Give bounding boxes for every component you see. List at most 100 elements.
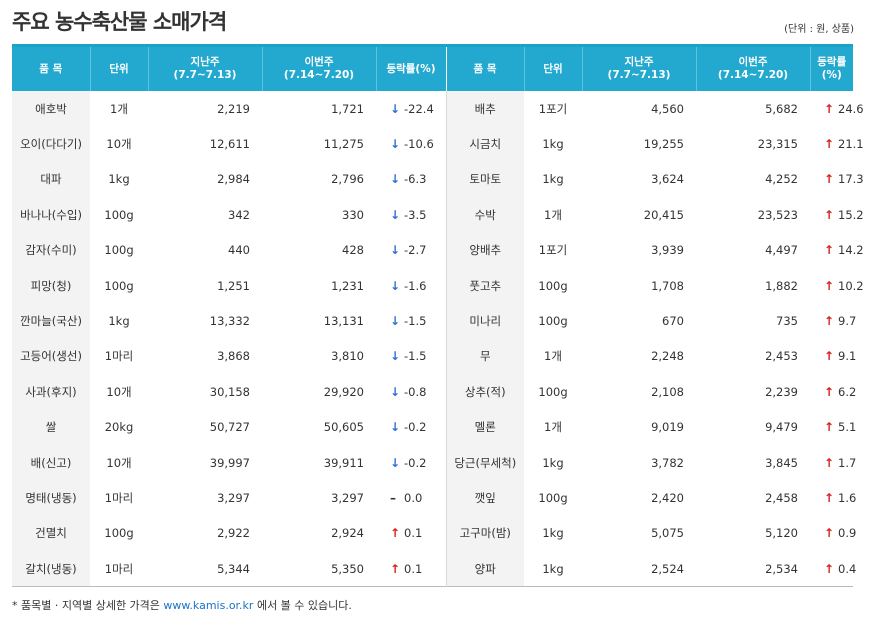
header-last-week: 지난주 (7.7~7.13)	[581, 47, 696, 91]
last-week-price: 3,868	[217, 349, 250, 364]
item-unit: 100g	[104, 526, 134, 541]
change-rate: ↓ -3.5	[376, 197, 446, 232]
change-rate-value: -10.6	[404, 137, 434, 152]
change-rate: ↑ 17.3	[810, 162, 864, 197]
this-week-price: 23,315	[757, 137, 798, 152]
change-rate-value: -6.3	[404, 172, 427, 187]
arrow-up-icon: ↑	[824, 526, 835, 541]
header-last-week: 지난주 (7.7~7.13)	[147, 47, 262, 91]
last-week-price: 2,108	[651, 384, 684, 399]
price-table: 품 목 단위 지난주 (7.7~7.13) 이번주 (7.14~7.20) 등락률(…	[12, 47, 864, 587]
item-name: 건멸치	[12, 515, 90, 552]
item-name: 오이(다다기)	[12, 126, 90, 162]
this-week-price: 5,350	[331, 561, 364, 576]
table-row: 사과(후지) 10개 30,158 29,920 ↓ -0.8 상추(적) 100g 2,108…	[12, 374, 857, 410]
last-week-price: 3,297	[217, 490, 250, 505]
change-rate: ↑ 14.2	[810, 233, 864, 268]
change-rate-value: 0.0	[404, 490, 423, 505]
change-rate: ↑ 5.1	[810, 410, 856, 445]
arrow-down-icon: ↓	[390, 137, 401, 152]
table-row: 고등어(생선) 1마리 3,868 3,810 ↓ -1.5 무 1개 2,248 2,453 ↑ 9…	[12, 338, 856, 375]
last-week-price: 20,415	[643, 207, 684, 222]
arrow-up-icon: ↑	[824, 384, 835, 399]
arrow-up-icon: ↑	[824, 420, 835, 435]
change-rate: ↑ 24.6	[810, 91, 864, 126]
item-name: 사과(후지)	[12, 374, 90, 410]
change-rate-value: 21.1	[838, 137, 864, 152]
arrow-down-icon: ↓	[390, 384, 401, 399]
this-week-price: 3,297	[331, 490, 364, 505]
arrow-down-icon: ↓	[390, 420, 401, 435]
arrow-up-icon: ↑	[824, 207, 835, 222]
header-change: 등락률(%)	[809, 47, 853, 91]
page-title: 주요 농수축산물 소매가격	[12, 10, 227, 34]
last-week-price: 2,984	[217, 172, 250, 187]
last-week-price: 13,332	[209, 314, 250, 329]
arrow-up-icon: ↑	[390, 561, 401, 576]
arrow-up-icon: ↑	[824, 349, 835, 364]
arrow-down-icon: ↓	[390, 101, 401, 116]
change-rate: ↑ 9.7	[810, 303, 856, 338]
arrow-up-icon: ↑	[824, 243, 835, 258]
change-rate: ↓ -1.5	[376, 339, 446, 374]
arrow-up-icon: ↑	[390, 526, 401, 541]
arrow-down-icon: ↓	[390, 455, 401, 470]
this-week-price: 29,920	[323, 384, 364, 399]
change-rate: ↑ 1.7	[810, 445, 857, 480]
header-unit: 단위	[89, 47, 148, 91]
change-rate-value: 1.7	[838, 455, 857, 470]
this-week-price: 1,721	[331, 101, 364, 116]
item-name: 쌀	[12, 409, 90, 445]
item-unit: 1개	[544, 207, 562, 222]
arrow-down-icon: ↓	[390, 349, 401, 364]
item-unit: 1kg	[108, 172, 130, 187]
change-rate: ↓ -2.7	[376, 233, 446, 268]
item-name: 대파	[12, 161, 90, 198]
last-week-price: 19,255	[643, 137, 684, 152]
item-unit: 1마리	[104, 349, 134, 364]
item-name: 양파	[445, 551, 524, 587]
this-week-price: 23,523	[757, 207, 798, 222]
header-change: 등락률(%)	[375, 47, 446, 91]
this-week-price: 2,453	[765, 349, 798, 364]
change-rate: ↓ -0.2	[376, 410, 446, 445]
arrow-up-icon: ↑	[824, 455, 835, 470]
item-unit: 1포기	[538, 243, 568, 258]
last-week-price: 2,922	[217, 526, 250, 541]
item-name: 미나리	[445, 303, 524, 339]
change-rate-value: 6.2	[838, 384, 857, 399]
arrow-up-icon: ↑	[824, 101, 835, 116]
last-week-price: 2,219	[217, 101, 250, 116]
arrow-down-icon: ↓	[390, 207, 401, 222]
change-rate-value: 10.2	[838, 278, 864, 293]
change-rate-value: 0.4	[838, 561, 857, 576]
item-unit: 1kg	[542, 172, 564, 187]
kamis-link[interactable]: www.kamis.or.kr	[163, 599, 254, 612]
change-rate-value: -0.8	[404, 384, 427, 399]
table-row: 피망(청) 100g 1,251 1,231 ↓ -1.6 풋고추 100g 1,708 1,88…	[12, 267, 864, 304]
arrow-down-icon: ↓	[390, 172, 401, 187]
this-week-price: 2,458	[765, 490, 798, 505]
item-unit: 1kg	[542, 455, 564, 470]
change-rate: –0.0	[376, 480, 446, 515]
this-week-price: 9,479	[765, 420, 798, 435]
item-unit: 1kg	[542, 137, 564, 152]
change-rate: ↑ 0.1	[376, 551, 446, 587]
last-week-price: 9,019	[651, 420, 684, 435]
change-rate-value: -22.4	[404, 101, 434, 116]
price-table-wrapper: 품 목 단위 지난주 (7.7~7.13) 이번주 (7.14~7.20) 등락률(…	[12, 44, 864, 587]
arrow-down-icon: ↓	[390, 314, 401, 329]
table-row: 바나나(수입) 100g 342 330 ↓ -3.5 수박 1개 20,415 23,523 ↑ 1…	[12, 197, 864, 233]
arrow-up-icon: ↑	[824, 561, 835, 576]
item-unit: 100g	[104, 207, 134, 222]
this-week-price: 3,810	[331, 349, 364, 364]
change-rate: ↑ 0.9	[810, 516, 857, 551]
change-rate-value: 0.9	[838, 526, 857, 541]
this-week-price: 39,911	[323, 455, 364, 470]
item-unit: 1개	[544, 420, 562, 435]
this-week-price: 4,497	[765, 243, 798, 258]
item-name: 배추	[445, 91, 524, 127]
last-week-price: 4,560	[651, 101, 684, 116]
last-week-price: 12,611	[209, 137, 250, 152]
header-item: 품 목	[12, 47, 90, 91]
